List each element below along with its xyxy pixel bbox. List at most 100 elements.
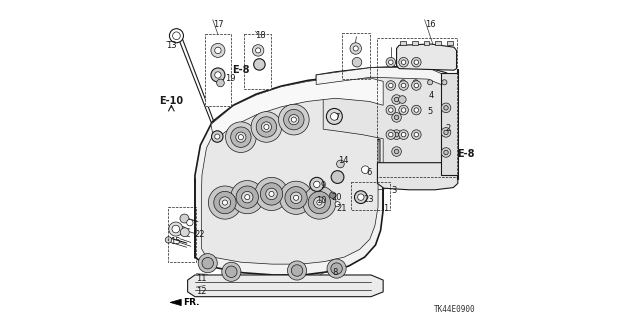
Circle shape bbox=[180, 228, 189, 237]
Text: 22: 22 bbox=[195, 230, 205, 239]
Circle shape bbox=[399, 81, 408, 90]
Circle shape bbox=[392, 95, 401, 104]
Circle shape bbox=[386, 57, 396, 67]
Circle shape bbox=[401, 83, 406, 88]
Circle shape bbox=[236, 186, 259, 208]
Bar bbox=[168, 207, 196, 262]
Circle shape bbox=[444, 106, 448, 110]
Circle shape bbox=[187, 219, 193, 226]
Circle shape bbox=[212, 131, 223, 142]
Text: 20: 20 bbox=[332, 193, 342, 202]
Circle shape bbox=[414, 108, 419, 112]
Circle shape bbox=[219, 197, 230, 208]
Circle shape bbox=[266, 188, 277, 200]
Text: 18: 18 bbox=[255, 31, 266, 40]
Circle shape bbox=[291, 117, 296, 122]
Circle shape bbox=[317, 200, 322, 205]
Text: 7: 7 bbox=[334, 113, 340, 122]
Circle shape bbox=[222, 200, 227, 205]
Text: E-8: E-8 bbox=[457, 149, 475, 159]
Circle shape bbox=[284, 109, 304, 130]
Circle shape bbox=[330, 113, 338, 120]
Circle shape bbox=[244, 195, 250, 200]
Bar bbox=[447, 41, 452, 45]
Circle shape bbox=[230, 127, 251, 147]
Circle shape bbox=[414, 60, 419, 64]
Text: 19: 19 bbox=[225, 74, 236, 83]
Circle shape bbox=[388, 108, 393, 112]
Circle shape bbox=[289, 115, 299, 125]
Text: 8: 8 bbox=[332, 268, 337, 277]
Circle shape bbox=[217, 79, 224, 87]
Circle shape bbox=[355, 191, 367, 204]
Circle shape bbox=[337, 160, 344, 168]
Text: 6: 6 bbox=[366, 168, 371, 177]
Circle shape bbox=[236, 132, 246, 142]
Circle shape bbox=[394, 115, 399, 120]
Circle shape bbox=[394, 149, 399, 154]
Polygon shape bbox=[323, 72, 451, 167]
Circle shape bbox=[291, 265, 303, 276]
Circle shape bbox=[211, 68, 225, 82]
Circle shape bbox=[394, 97, 399, 102]
Polygon shape bbox=[316, 68, 456, 91]
Bar bbox=[351, 182, 390, 210]
Bar bbox=[401, 41, 406, 45]
Text: FR.: FR. bbox=[184, 298, 200, 307]
Text: 21: 21 bbox=[336, 204, 346, 212]
Circle shape bbox=[230, 181, 264, 214]
Circle shape bbox=[170, 29, 184, 43]
Circle shape bbox=[413, 80, 419, 85]
Circle shape bbox=[386, 105, 396, 115]
Bar bbox=[378, 38, 456, 177]
Text: 12: 12 bbox=[196, 287, 207, 296]
Circle shape bbox=[256, 117, 276, 137]
Circle shape bbox=[353, 46, 358, 51]
Text: 17: 17 bbox=[213, 20, 223, 29]
Text: 2: 2 bbox=[445, 124, 451, 133]
Bar bbox=[412, 41, 418, 45]
Circle shape bbox=[412, 130, 421, 139]
Text: 9: 9 bbox=[321, 181, 326, 190]
Circle shape bbox=[255, 48, 260, 53]
Circle shape bbox=[412, 81, 421, 90]
Text: TK44E0900: TK44E0900 bbox=[434, 305, 476, 314]
Polygon shape bbox=[211, 78, 383, 140]
Circle shape bbox=[308, 191, 330, 214]
Circle shape bbox=[215, 72, 221, 78]
Circle shape bbox=[401, 132, 406, 137]
Text: 23: 23 bbox=[364, 195, 374, 204]
Circle shape bbox=[214, 191, 236, 214]
Circle shape bbox=[362, 166, 369, 174]
Circle shape bbox=[172, 225, 180, 233]
Circle shape bbox=[238, 135, 243, 140]
Circle shape bbox=[202, 257, 214, 269]
Circle shape bbox=[335, 202, 340, 207]
Circle shape bbox=[314, 197, 325, 208]
Text: 3: 3 bbox=[392, 186, 397, 195]
Circle shape bbox=[350, 43, 362, 54]
Polygon shape bbox=[195, 77, 383, 275]
Circle shape bbox=[285, 187, 307, 209]
Circle shape bbox=[314, 181, 320, 188]
Circle shape bbox=[260, 183, 283, 205]
Circle shape bbox=[386, 130, 396, 139]
Circle shape bbox=[444, 150, 448, 155]
Circle shape bbox=[327, 259, 346, 278]
Circle shape bbox=[310, 177, 324, 191]
Circle shape bbox=[303, 186, 336, 219]
Bar bbox=[244, 34, 271, 89]
Circle shape bbox=[294, 195, 299, 200]
Circle shape bbox=[180, 214, 189, 223]
Circle shape bbox=[253, 59, 265, 70]
Text: 4: 4 bbox=[428, 91, 434, 100]
Circle shape bbox=[392, 147, 401, 156]
Bar bbox=[435, 41, 441, 45]
Text: 5: 5 bbox=[428, 107, 433, 116]
Circle shape bbox=[392, 113, 401, 122]
Circle shape bbox=[444, 130, 448, 135]
Circle shape bbox=[412, 57, 421, 67]
Circle shape bbox=[414, 132, 419, 137]
Circle shape bbox=[165, 237, 172, 243]
Circle shape bbox=[442, 80, 447, 85]
